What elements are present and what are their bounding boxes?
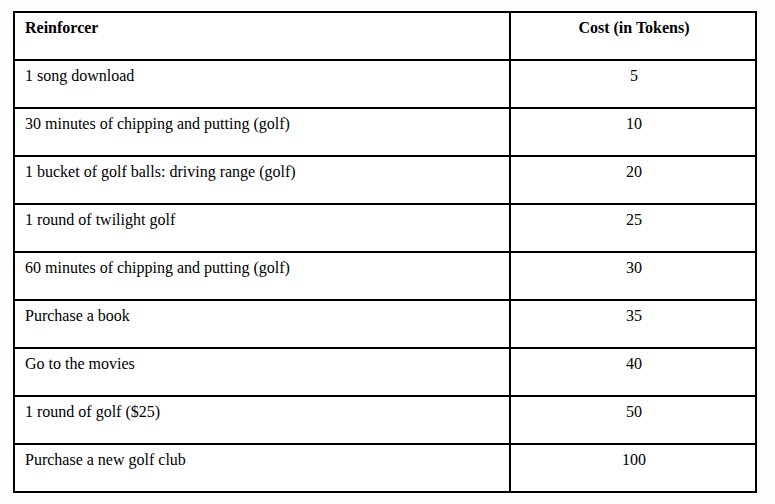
cost-cell: 5	[510, 60, 756, 108]
cost-cell: 10	[510, 108, 756, 156]
reinforcer-cell: Purchase a book	[14, 300, 510, 348]
cost-cell: 30	[510, 252, 756, 300]
cost-cell: 50	[510, 396, 756, 444]
reinforcer-cell: 1 song download	[14, 60, 510, 108]
reinforcer-cell: 1 bucket of golf balls: driving range (g…	[14, 156, 510, 204]
table-row: Purchase a book 35	[14, 300, 756, 348]
reinforcer-cost-table-container: Reinforcer Cost (in Tokens) 1 song downl…	[13, 11, 757, 493]
reinforcer-cell: 1 round of twilight golf	[14, 204, 510, 252]
cost-cell: 20	[510, 156, 756, 204]
reinforcer-column-header: Reinforcer	[14, 12, 510, 60]
cost-cell: 40	[510, 348, 756, 396]
cost-cell: 25	[510, 204, 756, 252]
cost-cell: 35	[510, 300, 756, 348]
reinforcer-cell: Go to the movies	[14, 348, 510, 396]
reinforcer-cost-table: Reinforcer Cost (in Tokens) 1 song downl…	[13, 11, 757, 493]
reinforcer-cell: 30 minutes of chipping and putting (golf…	[14, 108, 510, 156]
table-row: Go to the movies 40	[14, 348, 756, 396]
reinforcer-cell: 1 round of golf ($25)	[14, 396, 510, 444]
cost-cell: 100	[510, 444, 756, 492]
cost-column-header: Cost (in Tokens)	[510, 12, 756, 60]
table-row: 1 song download 5	[14, 60, 756, 108]
table-row: Purchase a new golf club 100	[14, 444, 756, 492]
table-row: 1 bucket of golf balls: driving range (g…	[14, 156, 756, 204]
table-row: 1 round of twilight golf 25	[14, 204, 756, 252]
table-row: 30 minutes of chipping and putting (golf…	[14, 108, 756, 156]
table-row: 1 round of golf ($25) 50	[14, 396, 756, 444]
reinforcer-cell: Purchase a new golf club	[14, 444, 510, 492]
table-row: 60 minutes of chipping and putting (golf…	[14, 252, 756, 300]
header-row: Reinforcer Cost (in Tokens)	[14, 12, 756, 60]
reinforcer-cell: 60 minutes of chipping and putting (golf…	[14, 252, 510, 300]
